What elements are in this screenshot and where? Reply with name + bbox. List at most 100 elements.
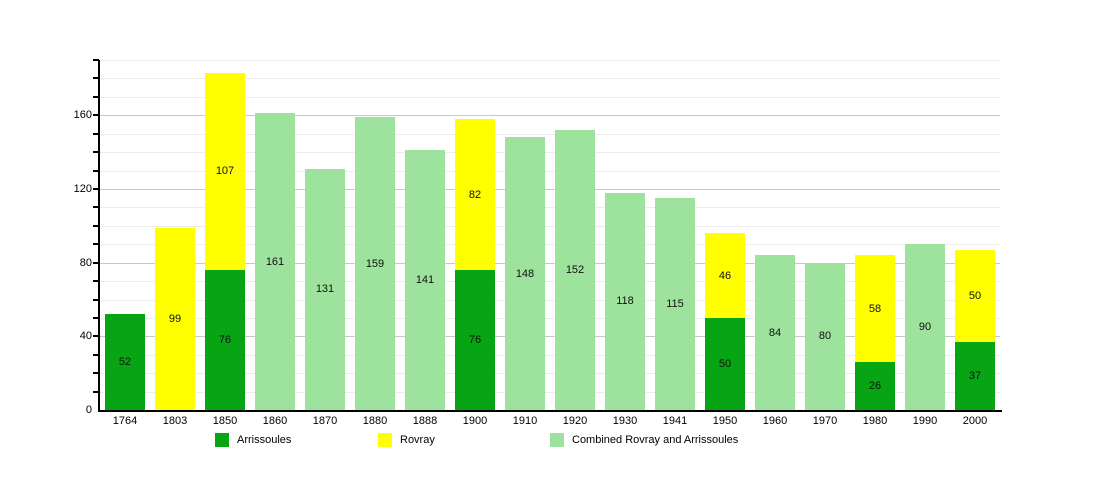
minor-gridline xyxy=(100,281,1000,283)
y-tick-mark xyxy=(93,280,99,283)
bar-value-label: 161 xyxy=(265,255,285,268)
legend-label: Rovray xyxy=(400,434,435,446)
x-tick-label-1930: 1930 xyxy=(612,415,638,427)
x-tick-label-1920: 1920 xyxy=(562,415,588,427)
y-tick-mark xyxy=(93,224,99,227)
bar-value-label: 58 xyxy=(868,302,882,315)
bar-value-label: 90 xyxy=(918,321,932,334)
bar-1850-arrissoules-segment xyxy=(205,270,245,410)
y-tick-label: 160 xyxy=(73,109,92,122)
bar-1870-combined-segment xyxy=(305,168,345,410)
x-tick-label-2000: 2000 xyxy=(962,415,988,427)
x-tick-label-1870: 1870 xyxy=(312,415,338,427)
bar-1803-rovray-segment xyxy=(155,227,195,410)
y-tick-mark xyxy=(93,151,99,154)
x-tick-label-1860: 1860 xyxy=(262,415,288,427)
bar-1980-rovray-segment xyxy=(855,255,895,363)
x-tick-label-1764: 1764 xyxy=(112,415,138,427)
bar-1950-arrissoules-segment xyxy=(705,317,745,410)
x-axis-line xyxy=(98,410,1002,412)
x-tick-label-1900: 1900 xyxy=(462,415,488,427)
y-tick-label: 40 xyxy=(79,330,92,343)
legend-label: Arrissoules xyxy=(237,434,292,446)
minor-gridline xyxy=(100,96,1000,98)
bar-value-label: 50 xyxy=(718,357,732,370)
legend-swatch-icon xyxy=(378,433,392,447)
bar-value-label: 76 xyxy=(468,334,482,346)
bar-value-label: 131 xyxy=(315,283,335,296)
minor-gridline xyxy=(100,373,1000,375)
bar-value-label: 141 xyxy=(415,274,435,287)
y-tick-label: 120 xyxy=(73,182,92,195)
x-tick-label-1970: 1970 xyxy=(812,415,838,427)
bar-1970-combined-segment xyxy=(805,262,845,410)
bar-1990-combined-segment xyxy=(905,244,945,410)
x-tick-label-1850: 1850 xyxy=(212,415,238,427)
minor-gridline xyxy=(100,354,1000,356)
minor-gridline xyxy=(100,207,1000,209)
bar-value-label: 107 xyxy=(215,165,235,178)
major-gridline xyxy=(100,262,1000,264)
minor-gridline xyxy=(100,225,1000,227)
bar-2000-rovray-segment xyxy=(955,249,995,342)
minor-gridline xyxy=(100,152,1000,154)
bar-value-label: 80 xyxy=(818,330,832,343)
y-tick-mark xyxy=(93,390,99,393)
x-tick-label-1960: 1960 xyxy=(762,415,788,427)
y-tick-mark xyxy=(93,206,99,209)
minor-gridline xyxy=(100,133,1000,135)
minor-gridline xyxy=(100,78,1000,80)
y-axis-line xyxy=(98,60,100,412)
bar-1888-combined-segment xyxy=(405,150,445,410)
y-tick-label: 80 xyxy=(79,256,92,269)
bar-1910-combined-segment xyxy=(505,137,545,410)
bar-value-label: 50 xyxy=(968,289,982,302)
minor-gridline xyxy=(100,170,1000,172)
minor-gridline xyxy=(100,299,1000,301)
bar-value-label: 46 xyxy=(718,269,732,282)
y-tick-label: 0 xyxy=(85,404,92,416)
major-gridline xyxy=(100,336,1000,338)
bar-1980-arrissoules-segment xyxy=(855,362,895,410)
bar-1880-combined-segment xyxy=(355,117,395,410)
bar-1850-rovray-segment xyxy=(205,72,245,270)
bar-2000-arrissoules-segment xyxy=(955,341,995,410)
bar-value-label: 82 xyxy=(468,188,482,201)
bar-value-label: 26 xyxy=(868,380,882,393)
bar-1960-combined-segment xyxy=(755,255,795,410)
legend-swatch-icon xyxy=(550,433,564,447)
bar-value-label: 37 xyxy=(968,369,982,382)
x-tick-label-1990: 1990 xyxy=(912,415,938,427)
y-tick-mark xyxy=(93,261,99,264)
bar-1900-rovray-segment xyxy=(455,118,495,270)
y-tick-mark xyxy=(93,59,99,61)
legend-swatch-icon xyxy=(215,433,229,447)
bar-1764-arrissoules-segment xyxy=(105,314,145,410)
bar-1950-rovray-segment xyxy=(705,233,745,318)
y-tick-mark xyxy=(93,95,99,98)
y-tick-mark xyxy=(93,243,99,246)
y-tick-mark xyxy=(93,77,99,80)
minor-gridline xyxy=(100,60,1000,61)
y-tick-mark xyxy=(93,372,99,375)
bar-value-label: 115 xyxy=(666,298,684,311)
y-tick-mark xyxy=(93,353,99,356)
major-gridline xyxy=(100,188,1000,190)
minor-gridline xyxy=(100,317,1000,319)
bar-1920-combined-segment xyxy=(555,130,595,410)
bar-1930-combined-segment xyxy=(605,192,645,410)
bar-1860-combined-segment xyxy=(255,113,295,410)
y-tick-mark xyxy=(93,316,99,319)
x-tick-label-1950: 1950 xyxy=(712,415,738,427)
bar-value-label: 159 xyxy=(365,257,385,270)
y-tick-mark xyxy=(93,187,99,190)
x-tick-label-1980: 1980 xyxy=(862,415,888,427)
x-tick-label-1880: 1880 xyxy=(362,415,388,427)
bar-value-label: 76 xyxy=(218,334,232,346)
bar-value-label: 84 xyxy=(768,326,782,339)
legend-label: Combined Rovray and Arrissoules xyxy=(572,434,739,446)
minor-gridline xyxy=(100,391,1000,393)
x-tick-label-1910: 1910 xyxy=(512,415,538,427)
x-tick-label-1941: 1941 xyxy=(662,415,688,427)
